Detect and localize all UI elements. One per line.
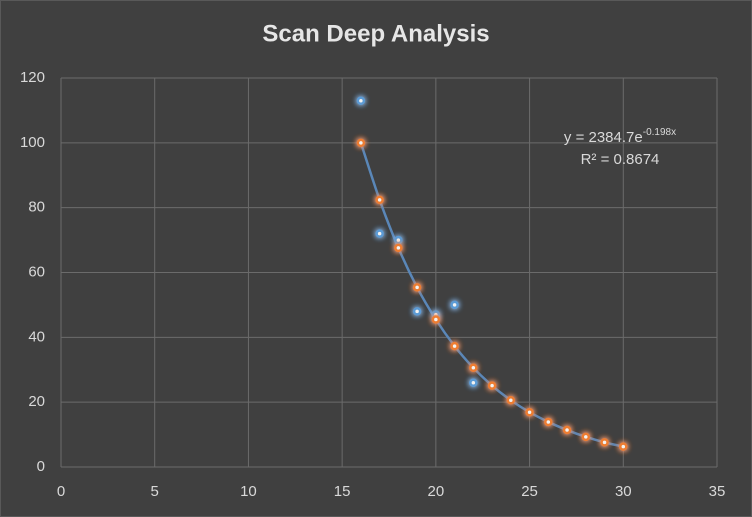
point — [525, 407, 534, 417]
y-tick-label: 120 — [20, 69, 45, 86]
trend-equation: y = 2384.7e-0.198x — [564, 127, 676, 146]
x-tick-label: 15 — [334, 483, 351, 500]
y-tick-label: 20 — [28, 393, 45, 410]
y-tick-label: 80 — [28, 199, 45, 216]
x-tick-label: 0 — [57, 483, 65, 500]
point — [469, 378, 478, 387]
point — [562, 425, 572, 435]
x-tick-label: 20 — [428, 483, 445, 500]
x-tick-label: 25 — [521, 483, 538, 500]
point — [375, 195, 384, 205]
point — [412, 283, 422, 292]
x-tick-label: 30 — [615, 483, 632, 500]
point — [394, 243, 403, 253]
point — [469, 363, 478, 373]
point — [394, 235, 403, 245]
x-tick-label: 5 — [151, 483, 159, 500]
point — [356, 96, 366, 105]
point — [600, 438, 609, 447]
y-tick-label: 0 — [37, 458, 45, 475]
equation-exponent: -0.198x — [643, 127, 676, 138]
y-tick-label: 40 — [28, 328, 45, 345]
point — [356, 138, 366, 148]
y-tick-label: 60 — [28, 263, 45, 280]
y-tick-label: 100 — [20, 134, 45, 151]
point — [487, 381, 497, 390]
point — [431, 315, 441, 324]
point — [581, 432, 591, 442]
equation-text: y = 2384.7e — [564, 129, 643, 146]
point — [619, 442, 628, 451]
point — [450, 341, 459, 351]
x-tick-label: 10 — [240, 483, 257, 500]
point — [412, 307, 422, 316]
point — [375, 229, 384, 238]
point — [450, 300, 459, 310]
point — [544, 417, 553, 427]
r-squared: R² = 0.8674 — [581, 151, 660, 168]
chart-title: Scan Deep Analysis — [262, 20, 489, 47]
point — [506, 395, 516, 405]
x-tick-label: 35 — [709, 483, 726, 500]
